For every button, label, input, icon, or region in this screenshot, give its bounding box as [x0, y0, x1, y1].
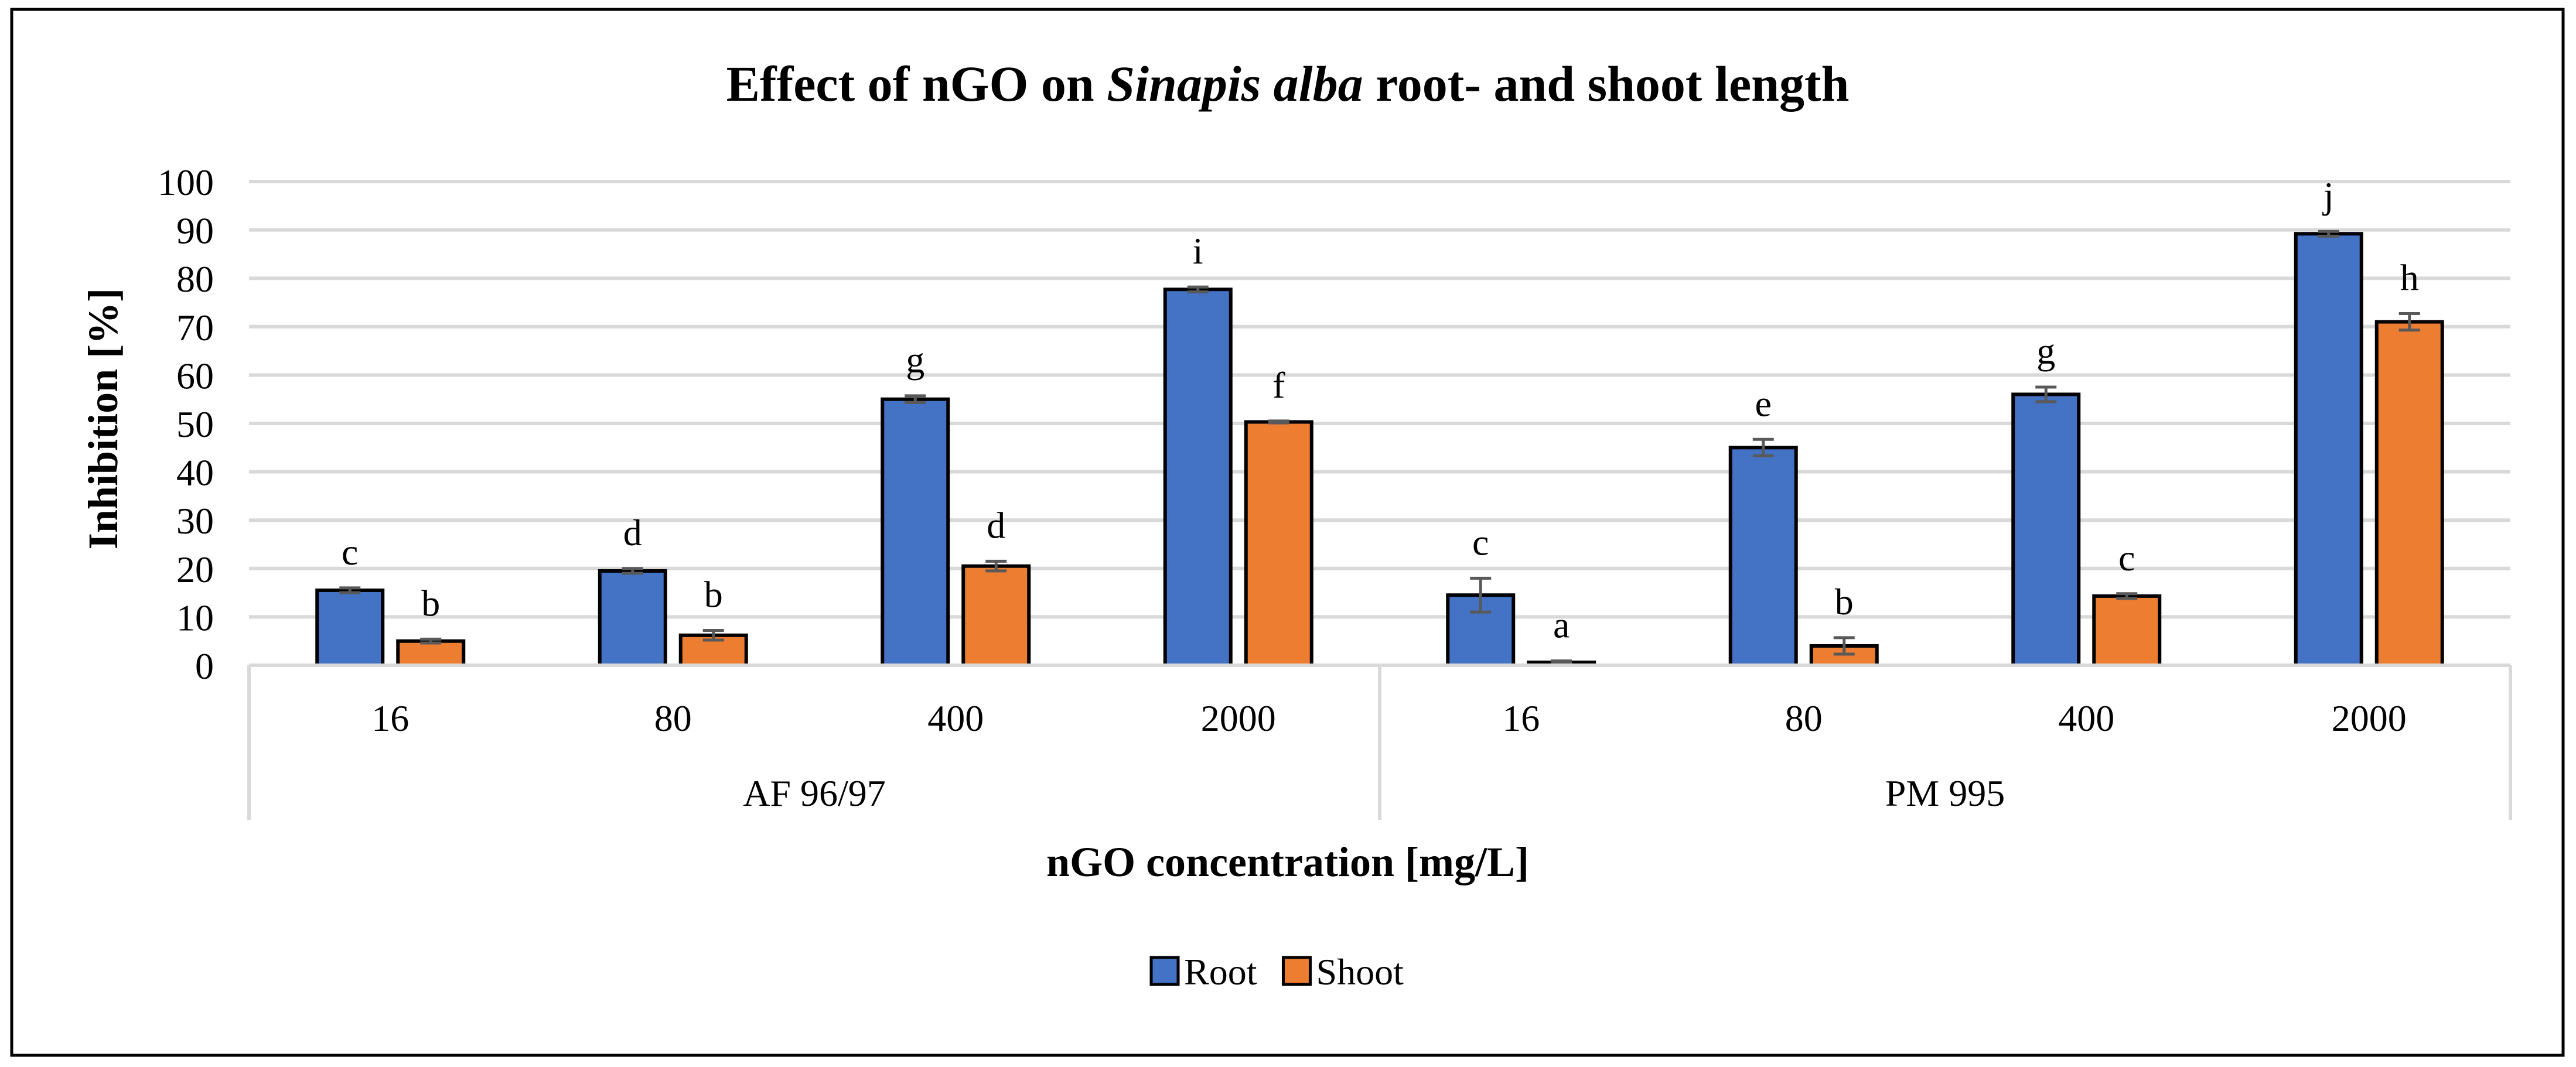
- significance-letter: e: [1755, 382, 1772, 424]
- significance-letter: b: [704, 574, 723, 615]
- bar-root: [598, 569, 667, 667]
- significance-letter: g: [906, 339, 924, 381]
- error-bar: [2035, 385, 2057, 403]
- x-tick-label: 16: [1502, 697, 1540, 739]
- error-bar: [339, 586, 361, 594]
- legend-item-root: Root: [1149, 951, 1257, 993]
- bar-shoot: [961, 564, 1031, 667]
- chart-title-prefix: Effect of nGO on: [726, 56, 1107, 112]
- significance-letter: i: [1193, 230, 1203, 272]
- legend-label: Shoot: [1316, 951, 1404, 993]
- bar-root: [881, 397, 950, 667]
- error-bar: [1833, 636, 1855, 656]
- y-tick-label: 30: [176, 500, 214, 542]
- legend-swatch: [1149, 956, 1180, 986]
- bar-shoot: [2092, 594, 2162, 668]
- x-tick-label: 80: [1785, 697, 1823, 739]
- legend-item-shoot: Shoot: [1281, 951, 1404, 993]
- x-tick-label: 400: [2058, 697, 2114, 739]
- error-bar: [2318, 230, 2339, 238]
- chart-title-species: Sinapis alba: [1107, 56, 1363, 112]
- significance-letter: a: [1553, 604, 1570, 646]
- bar-shoot: [2374, 320, 2444, 667]
- bar-root: [1163, 288, 1233, 667]
- x-group-label: AF 96/97: [743, 772, 886, 814]
- bar-root: [1728, 446, 1798, 667]
- x-tick-label: 2000: [1201, 697, 1276, 739]
- x-axis: 16 80 400 2000 16 80 400 2000 AF 96/97 PM 995: [247, 664, 2512, 820]
- error-bar: [702, 629, 724, 642]
- y-tick-label: 40: [176, 452, 214, 494]
- legend-swatch: [1281, 956, 1312, 986]
- bars: c d g i c e g j b b d f a b c h: [315, 175, 2444, 668]
- significance-letter: c: [342, 531, 358, 573]
- error-bar: [985, 559, 1007, 573]
- error-bar: [905, 394, 926, 404]
- y-tick-label: 90: [176, 210, 214, 252]
- legend: Root Shoot: [1149, 951, 1404, 993]
- significance-letter: d: [987, 504, 1005, 546]
- y-tick-label: 70: [176, 307, 214, 348]
- error-bar: [420, 637, 442, 645]
- y-tick-label: 0: [195, 645, 214, 687]
- significance-letter: b: [421, 582, 440, 624]
- y-tick-label: 80: [176, 258, 214, 300]
- error-bar: [1187, 285, 1209, 293]
- chart-title-suffix: root- and shoot length: [1363, 56, 1850, 112]
- error-bar: [622, 567, 643, 575]
- significance-letter: h: [2400, 257, 2419, 298]
- error-bar: [1551, 659, 1572, 666]
- x-tick-label: 80: [654, 697, 692, 739]
- x-tick-label: 16: [371, 697, 409, 739]
- y-tick-label: 100: [158, 162, 214, 203]
- significance-letter: d: [623, 512, 642, 553]
- bar-root: [315, 588, 385, 667]
- significance-letter: j: [2322, 175, 2334, 216]
- error-bar: [2116, 592, 2138, 600]
- y-tick-label: 60: [176, 355, 214, 396]
- y-tick-label: 10: [176, 597, 214, 638]
- x-group-label: PM 995: [1885, 772, 2005, 814]
- y-tick-label: 50: [176, 403, 214, 445]
- y-axis-tick-labels: 0 10 20 30 40 50 60 70 80 90 100: [158, 162, 214, 687]
- error-bar: [2398, 312, 2420, 332]
- bar-shoot: [1244, 420, 1313, 667]
- y-axis-label: Inhibition [%]: [80, 288, 127, 549]
- significance-letter: g: [2036, 330, 2055, 372]
- x-axis-label: nGO concentration [mg/L]: [1046, 839, 1529, 885]
- legend-label: Root: [1184, 951, 1257, 993]
- error-bar: [1470, 576, 1492, 614]
- significance-letter: c: [1472, 521, 1489, 563]
- error-bar: [1268, 419, 1289, 425]
- bar-shoot: [396, 639, 466, 667]
- bar-root: [2011, 392, 2081, 667]
- error-bar: [1752, 437, 1774, 457]
- x-tick-label: 400: [927, 697, 984, 739]
- y-tick-label: 20: [176, 549, 214, 590]
- bar-root: [2294, 232, 2363, 667]
- significance-letter: b: [1835, 581, 1854, 623]
- chart-title: Effect of nGO on Sinapis alba root- and …: [726, 56, 1850, 112]
- x-tick-label: 2000: [2332, 697, 2407, 739]
- significance-letter: f: [1272, 364, 1285, 406]
- significance-letter: c: [2118, 537, 2135, 579]
